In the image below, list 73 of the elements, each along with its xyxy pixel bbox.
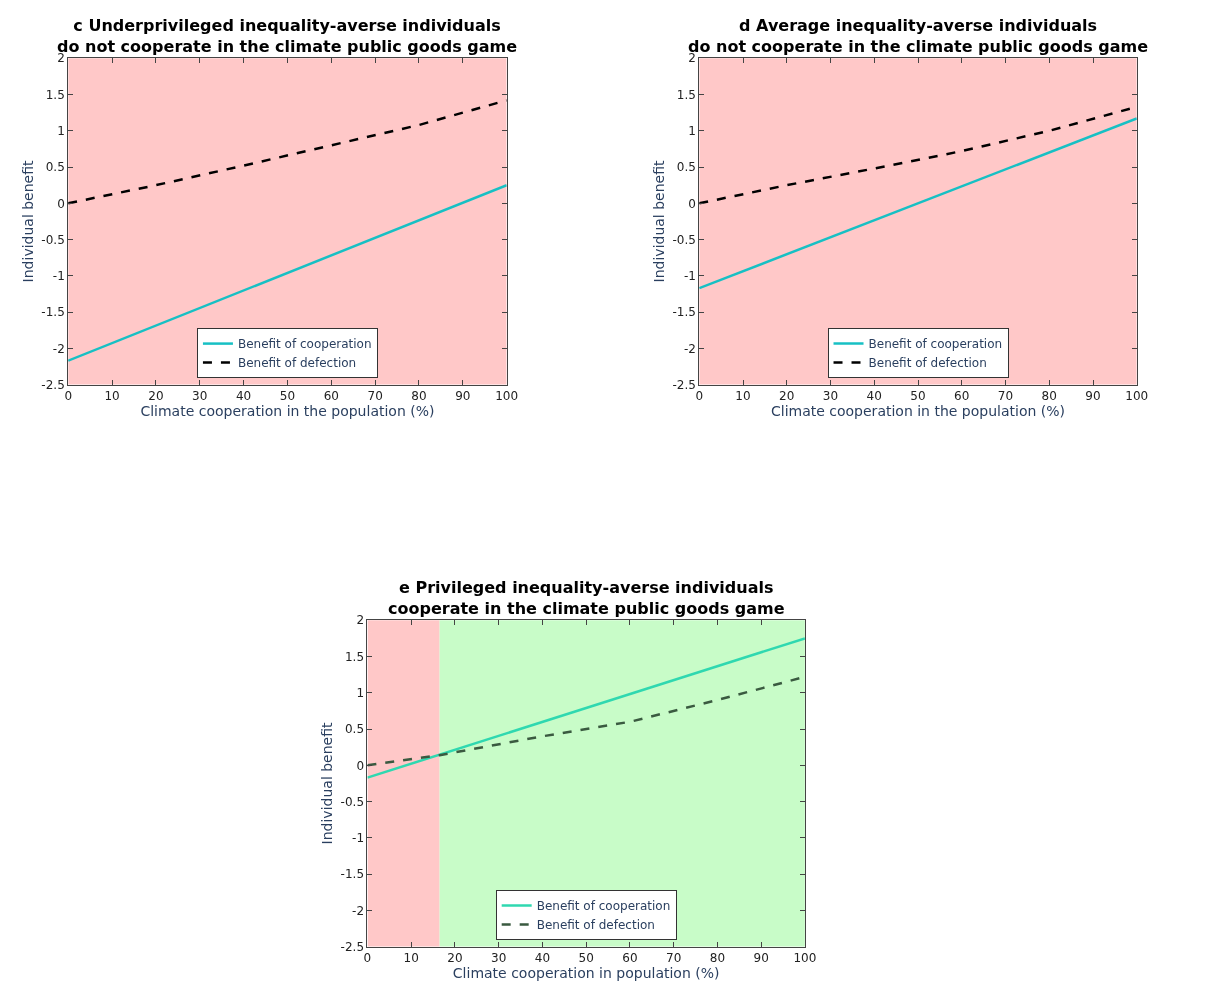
x-tick-label: 60 <box>622 951 638 965</box>
y-tick-label: -2 <box>352 903 365 918</box>
x-tick-label: 10 <box>104 389 120 404</box>
x-tick-label: 20 <box>148 389 164 404</box>
y-tick-label: 0.5 <box>676 160 696 175</box>
y-axis-title: Individual benefit <box>19 159 36 283</box>
y-tick-label: 0.5 <box>45 160 65 175</box>
legend-label: Benefit of cooperation <box>536 899 671 914</box>
y-tick-label: 1 <box>57 123 65 138</box>
y-tick-label: -1.5 <box>340 867 365 882</box>
x-tick-label: 60 <box>954 389 970 404</box>
x-tick-label: 40 <box>235 389 252 404</box>
x-tick-label: 100 <box>495 389 519 404</box>
y-tick-label: -1 <box>352 831 365 846</box>
y-tick-label: -0.5 <box>41 232 65 247</box>
x-tick-label: 50 <box>279 389 296 404</box>
x-tick-label: 50 <box>910 389 926 404</box>
x-axis-title: Climate cooperation in the population (%) <box>140 403 435 420</box>
y-axis-title: Individual benefit <box>319 721 336 845</box>
y-tick-label: 0 <box>57 196 65 211</box>
x-axis-title: Climate cooperation in the population (%) <box>770 403 1066 420</box>
y-tick-label: 0 <box>356 758 365 773</box>
legend-label: Benefit of defection <box>868 356 987 371</box>
y-tick-label: -1.5 <box>41 305 65 320</box>
y-tick-label: -1 <box>52 269 65 284</box>
y-tick-label: -2 <box>52 341 65 356</box>
x-tick-label: 20 <box>447 951 463 965</box>
x-tick-label: 40 <box>866 389 882 404</box>
y-tick-label: -2.5 <box>340 939 365 954</box>
x-tick-label: 100 <box>793 951 817 965</box>
x-tick-label: 100 <box>1125 389 1149 404</box>
y-tick-label: 1 <box>688 123 696 138</box>
x-tick-label: 80 <box>709 951 726 965</box>
x-tick-label: 50 <box>578 951 594 965</box>
legend-label: Benefit of cooperation <box>868 337 1003 352</box>
y-tick-label: 0.5 <box>344 722 365 737</box>
x-tick-label: 90 <box>455 389 471 404</box>
x-tick-label: 70 <box>367 389 383 404</box>
y-tick-label: 1.5 <box>676 87 696 102</box>
x-tick-label: 10 <box>735 389 751 404</box>
y-tick-label: 2 <box>57 51 65 66</box>
legend-label: Benefit of defection <box>237 356 357 371</box>
y-tick-label: 1 <box>356 685 365 700</box>
x-tick-label: 70 <box>666 951 682 965</box>
legend-label: Benefit of defection <box>536 918 655 933</box>
y-tick-label: 0 <box>688 196 696 211</box>
x-tick-label: 90 <box>1085 389 1101 404</box>
y-tick-label: -0.5 <box>340 794 365 809</box>
x-tick-label: 80 <box>1041 389 1057 404</box>
x-tick-label: 30 <box>822 389 839 404</box>
x-tick-label: 10 <box>403 951 419 965</box>
x-tick-label: 20 <box>779 389 795 404</box>
y-tick-label: -0.5 <box>672 232 696 247</box>
y-tick-label: -1 <box>683 269 696 284</box>
y-tick-label: 1.5 <box>45 87 65 102</box>
x-tick-label: 30 <box>192 389 208 404</box>
x-tick-label: 30 <box>491 951 507 965</box>
x-tick-label: 70 <box>997 389 1014 404</box>
chart-title: e Privileged inequality-averse individuals cooperate in the climate public goods game <box>388 578 785 618</box>
legend-label: Benefit of cooperation <box>237 337 372 352</box>
x-tick-label: 80 <box>411 389 427 404</box>
y-tick-label: -2.5 <box>41 377 65 392</box>
y-tick-label: -1.5 <box>672 305 696 320</box>
x-axis-title: Climate cooperation in population (%) <box>452 965 720 982</box>
x-tick-label: 40 <box>534 951 551 965</box>
y-tick-label: 1.5 <box>344 649 365 664</box>
x-tick-label: 90 <box>753 951 769 965</box>
y-tick-label: 2 <box>356 613 365 628</box>
y-tick-label: -2 <box>683 341 696 356</box>
y-tick-label: 2 <box>688 51 696 66</box>
y-axis-title: Individual benefit <box>651 159 668 283</box>
y-tick-label: -2.5 <box>672 377 696 392</box>
x-tick-label: 60 <box>323 389 339 404</box>
